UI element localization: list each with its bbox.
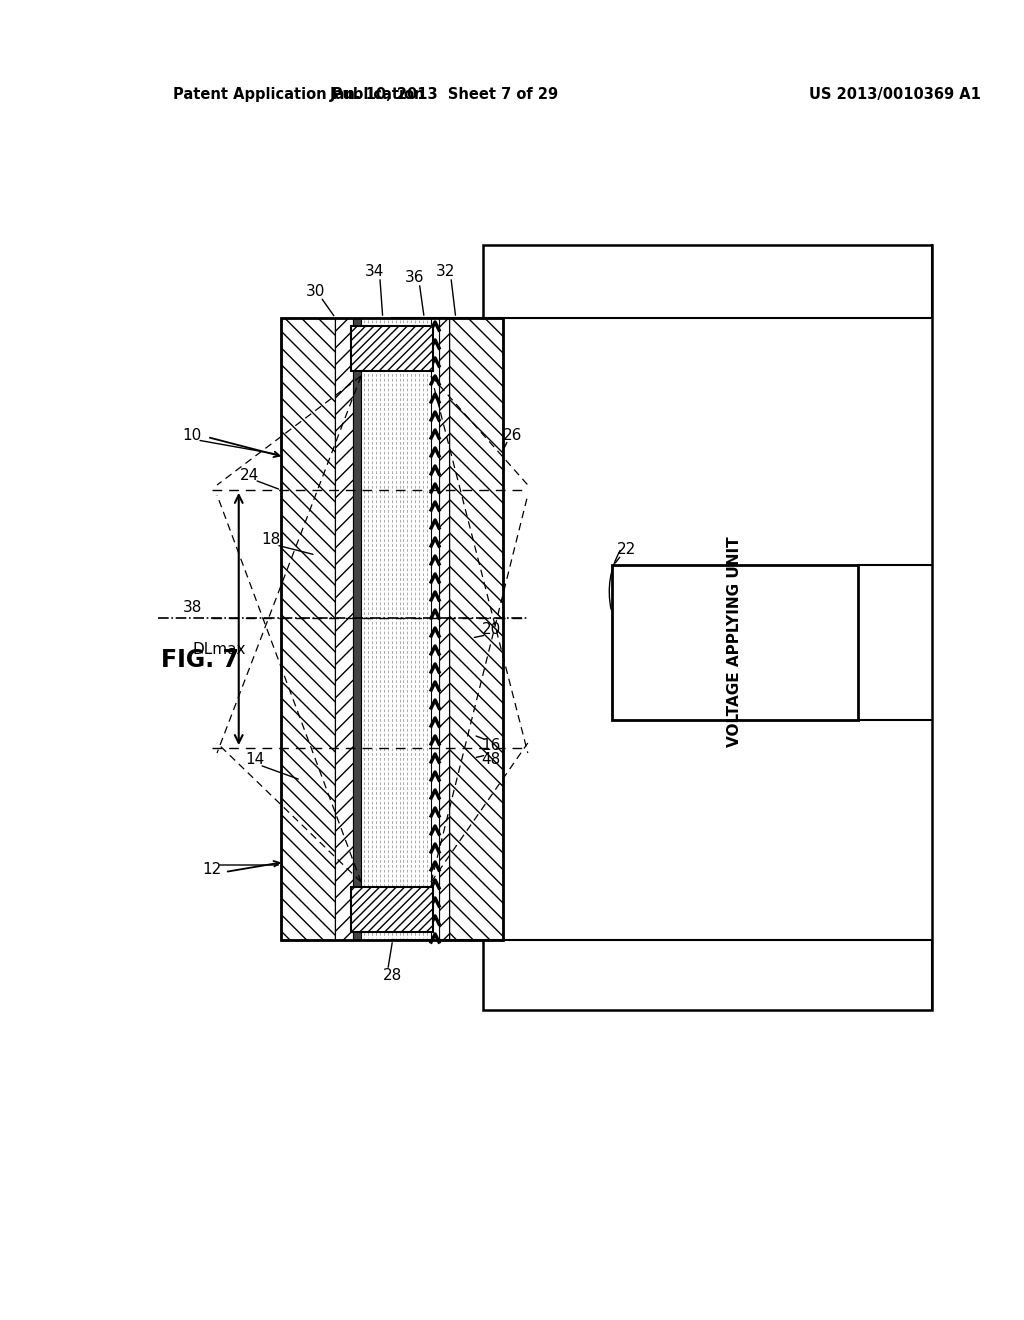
Text: 38: 38	[182, 601, 202, 615]
Text: 24: 24	[240, 467, 259, 483]
Bar	[483, 246, 932, 1010]
Bar	[353, 318, 361, 940]
Bar	[351, 887, 433, 932]
Text: 28: 28	[383, 968, 402, 982]
Bar	[282, 318, 503, 940]
Bar	[336, 318, 353, 940]
Text: DLmax: DLmax	[193, 643, 246, 657]
Bar	[449, 318, 503, 940]
Bar	[282, 318, 336, 940]
Text: 26: 26	[504, 428, 522, 442]
Text: 34: 34	[366, 264, 385, 280]
Text: 16: 16	[481, 738, 501, 752]
Text: 36: 36	[404, 271, 424, 285]
Text: 22: 22	[616, 543, 636, 557]
Text: 32: 32	[436, 264, 456, 280]
Bar	[282, 318, 503, 940]
Text: Jan. 10, 2013  Sheet 7 of 29: Jan. 10, 2013 Sheet 7 of 29	[330, 87, 558, 103]
Text: Patent Application Publication: Patent Application Publication	[173, 87, 424, 103]
Bar	[361, 318, 431, 940]
Bar	[351, 326, 433, 371]
Text: 14: 14	[245, 752, 264, 767]
Text: 18: 18	[262, 532, 281, 548]
Bar	[611, 565, 858, 719]
Text: 30: 30	[306, 285, 326, 300]
Text: 12: 12	[203, 862, 222, 878]
Text: FIG. 7: FIG. 7	[161, 648, 239, 672]
Text: 20: 20	[481, 623, 501, 638]
Text: 48: 48	[481, 752, 501, 767]
Bar	[439, 318, 449, 940]
Bar	[431, 318, 439, 940]
Text: VOLTAGE APPLYING UNIT: VOLTAGE APPLYING UNIT	[727, 537, 742, 747]
Text: 10: 10	[182, 428, 202, 442]
Text: US 2013/0010369 A1: US 2013/0010369 A1	[809, 87, 981, 103]
